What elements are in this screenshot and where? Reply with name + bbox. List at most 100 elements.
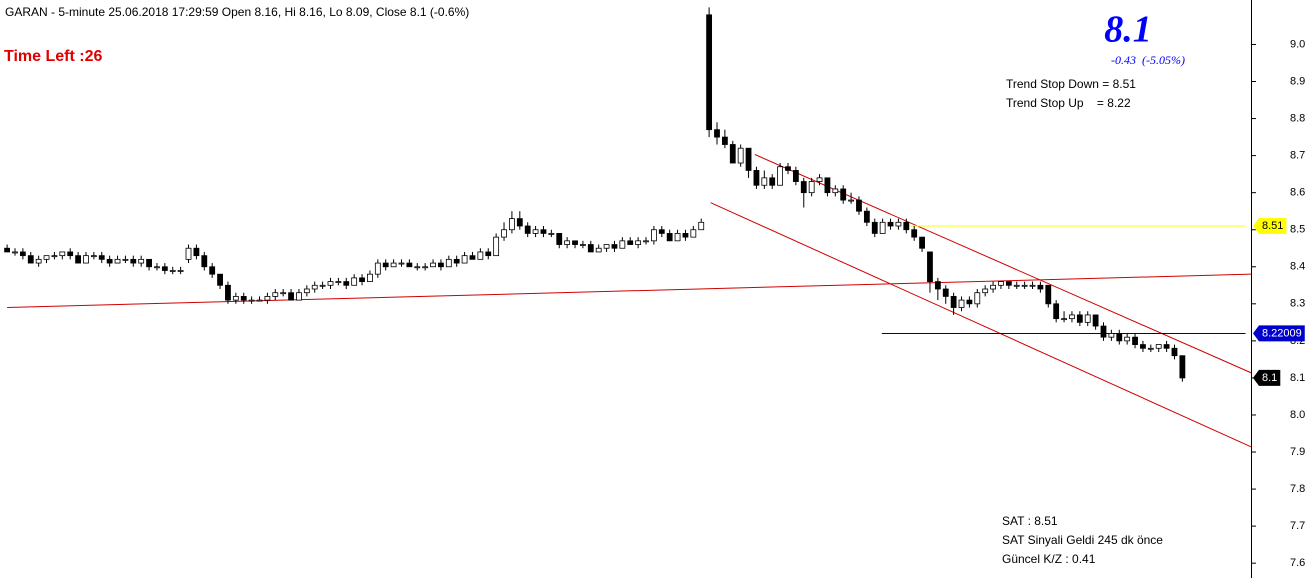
candle-body xyxy=(682,233,689,238)
candle-body xyxy=(288,292,294,301)
candle-body xyxy=(1013,284,1020,287)
y-tick-label: 9.0 xyxy=(1290,38,1305,50)
candle-body xyxy=(461,255,468,264)
candle-body xyxy=(919,236,925,249)
candle-body xyxy=(927,251,933,282)
candle-body xyxy=(138,258,145,264)
candle-body xyxy=(217,273,223,286)
candle-body xyxy=(67,251,74,257)
candle-body xyxy=(422,266,429,269)
signal-line: SAT Sinyali Geldi 245 dk önce xyxy=(1002,533,1163,547)
candle-body xyxy=(785,166,791,171)
candle-body xyxy=(1037,284,1044,290)
candle-body xyxy=(225,284,231,301)
signal-line: SAT : 8.51 xyxy=(1002,514,1058,528)
candle-body xyxy=(966,299,973,305)
candle-body xyxy=(382,262,389,268)
y-tick-label: 7.9 xyxy=(1290,446,1305,458)
candle-body xyxy=(548,233,555,235)
candle-body xyxy=(59,251,66,257)
candle-body xyxy=(958,299,965,308)
candle-body xyxy=(895,221,902,227)
price-tag-label: 8.51 xyxy=(1262,220,1283,232)
candle-body xyxy=(146,258,152,268)
price-tag xyxy=(1253,369,1281,386)
candle-body xyxy=(327,281,334,286)
candle-body xyxy=(769,177,776,186)
candle-body xyxy=(856,199,862,212)
candle-body xyxy=(509,218,515,231)
candle-body xyxy=(792,170,799,182)
candle-body xyxy=(493,236,500,257)
candle-body xyxy=(201,255,208,268)
candle-body xyxy=(1132,336,1138,345)
candle-body xyxy=(445,258,452,268)
candle-body xyxy=(240,296,247,301)
y-tick-label: 7.6 xyxy=(1290,557,1305,569)
y-tick-label: 8.8 xyxy=(1290,112,1305,124)
candle-body xyxy=(824,177,831,194)
candle-body xyxy=(942,288,949,297)
candle-body xyxy=(658,229,665,234)
y-tick-label: 7.8 xyxy=(1290,483,1305,495)
candle-body xyxy=(879,221,886,234)
candle-body xyxy=(903,221,910,231)
candle-body xyxy=(706,14,713,131)
candle-body xyxy=(319,284,326,287)
candle-body xyxy=(256,299,263,302)
candle-body xyxy=(122,258,129,261)
candle-body xyxy=(737,147,744,164)
candle-body xyxy=(1021,284,1028,287)
signal-line: Güncel K/Z : 0.41 xyxy=(1002,552,1096,566)
candle-body xyxy=(367,273,373,282)
candle-body xyxy=(453,258,460,264)
candle-body xyxy=(690,229,697,238)
candle-body xyxy=(982,288,989,294)
candle-body xyxy=(745,147,752,171)
y-tick-label: 8.3 xyxy=(1290,298,1305,310)
candle-body xyxy=(540,229,547,234)
candle-body xyxy=(296,292,302,301)
candle-body xyxy=(800,181,807,194)
price-tag-label: 8.22009 xyxy=(1262,327,1302,339)
candle-body xyxy=(848,199,854,202)
candle-body xyxy=(193,247,200,257)
candle-body xyxy=(374,262,381,275)
timer: Time Left :26 xyxy=(4,48,103,65)
candle-body xyxy=(1179,355,1186,379)
y-tick-label: 8.7 xyxy=(1290,150,1305,162)
last-price: 8.1 xyxy=(1104,9,1152,51)
candle-body xyxy=(603,244,610,249)
candle-body xyxy=(351,277,358,286)
candle-body xyxy=(430,262,436,268)
candle-body xyxy=(414,266,421,269)
info-line: Trend Stop Up = 8.22 xyxy=(1006,96,1131,110)
candle-body xyxy=(1076,314,1083,323)
candle-body xyxy=(398,262,405,265)
candle-body xyxy=(1147,347,1154,350)
candle-body xyxy=(1084,314,1091,323)
candle-body xyxy=(130,258,137,264)
candle-body xyxy=(114,258,121,264)
candle-body xyxy=(90,255,97,258)
candle-body xyxy=(83,255,89,264)
candle-body xyxy=(19,251,26,257)
candle-body xyxy=(1029,284,1036,287)
candle-body xyxy=(154,266,160,269)
candle-body xyxy=(714,129,720,138)
candle-body xyxy=(43,255,50,260)
candle-body xyxy=(98,255,105,260)
chart-title: GARAN - 5-minute 25.06.2018 17:29:59 Ope… xyxy=(5,5,469,19)
candle-body xyxy=(698,221,705,231)
candle-body xyxy=(359,277,365,282)
trend-line xyxy=(710,202,1252,448)
candle-body xyxy=(911,229,918,238)
candle-body xyxy=(343,281,350,286)
candle-body xyxy=(311,284,318,290)
candle-body xyxy=(169,270,176,272)
candle-body xyxy=(990,284,996,290)
candle-body xyxy=(477,251,484,260)
candle-body xyxy=(777,166,784,186)
price-change: -0.43 (-5.05%) xyxy=(1111,53,1185,67)
